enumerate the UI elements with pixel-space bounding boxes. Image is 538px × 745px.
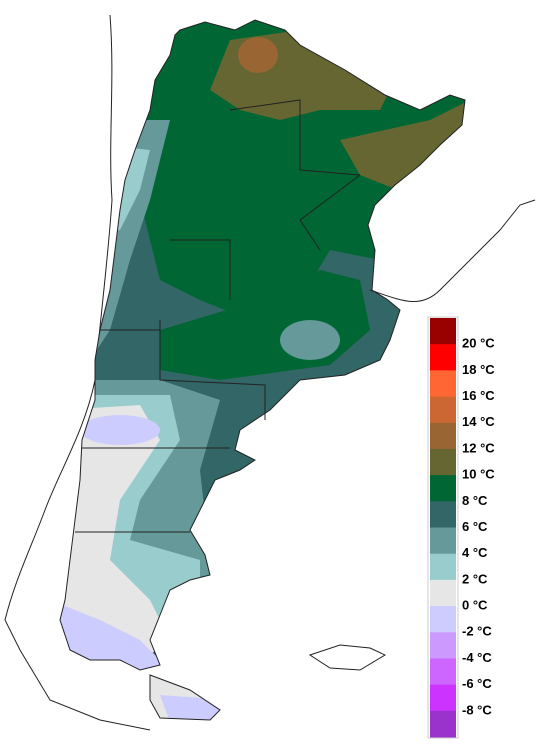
legend-label: 4 °C <box>462 545 488 560</box>
legend-swatch <box>430 344 456 371</box>
legend-label: 8 °C <box>462 493 488 508</box>
country-border <box>59 19 466 671</box>
province-borders <box>75 99 361 533</box>
legend-swatch <box>430 396 456 424</box>
legend-label: 18 °C <box>462 362 495 377</box>
legend-label: 10 °C <box>462 467 495 482</box>
legend-swatch <box>430 658 456 686</box>
malvinas <box>308 644 387 671</box>
legend-label: 0 °C <box>462 598 488 613</box>
tierra-del-fuego <box>149 674 221 721</box>
legend-swatch <box>430 553 456 581</box>
legend-swatch <box>430 501 456 528</box>
legend-label: -4 °C <box>462 650 492 665</box>
legend-swatch <box>430 527 456 555</box>
legend-label: 16 °C <box>462 388 495 403</box>
legend: 20 °C 18 °C 16 °C 14 °C 12 °C 10 °C 8 °C 6 °C 4 … <box>427 316 495 739</box>
legend-label: -8 °C <box>462 702 492 717</box>
legend-swatch <box>430 579 456 607</box>
legend-swatch <box>430 710 456 738</box>
legend-swatch <box>430 370 456 398</box>
legend-label: 14 °C <box>462 414 495 429</box>
legend-swatch <box>430 448 456 476</box>
legend-label: -6 °C <box>462 676 492 691</box>
legend-swatch <box>430 475 456 502</box>
legend-label: 6 °C <box>462 519 488 534</box>
legend-swatch <box>430 606 456 633</box>
legend-swatch <box>430 318 456 345</box>
legend-swatch <box>430 632 456 659</box>
uruguay-coast <box>369 199 536 303</box>
legend-label: 20 °C <box>462 336 495 351</box>
legend-label: 2 °C <box>462 571 488 586</box>
legend-swatch <box>430 422 456 450</box>
legend-swatch <box>430 684 456 712</box>
legend-label: -2 °C <box>462 624 492 639</box>
legend-label: 12 °C <box>462 440 495 455</box>
